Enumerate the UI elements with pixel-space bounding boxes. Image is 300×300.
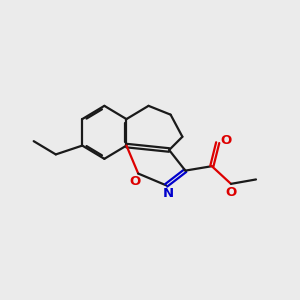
Text: O: O — [129, 175, 140, 188]
Text: O: O — [220, 134, 232, 147]
Text: O: O — [225, 186, 237, 199]
Text: N: N — [163, 187, 174, 200]
